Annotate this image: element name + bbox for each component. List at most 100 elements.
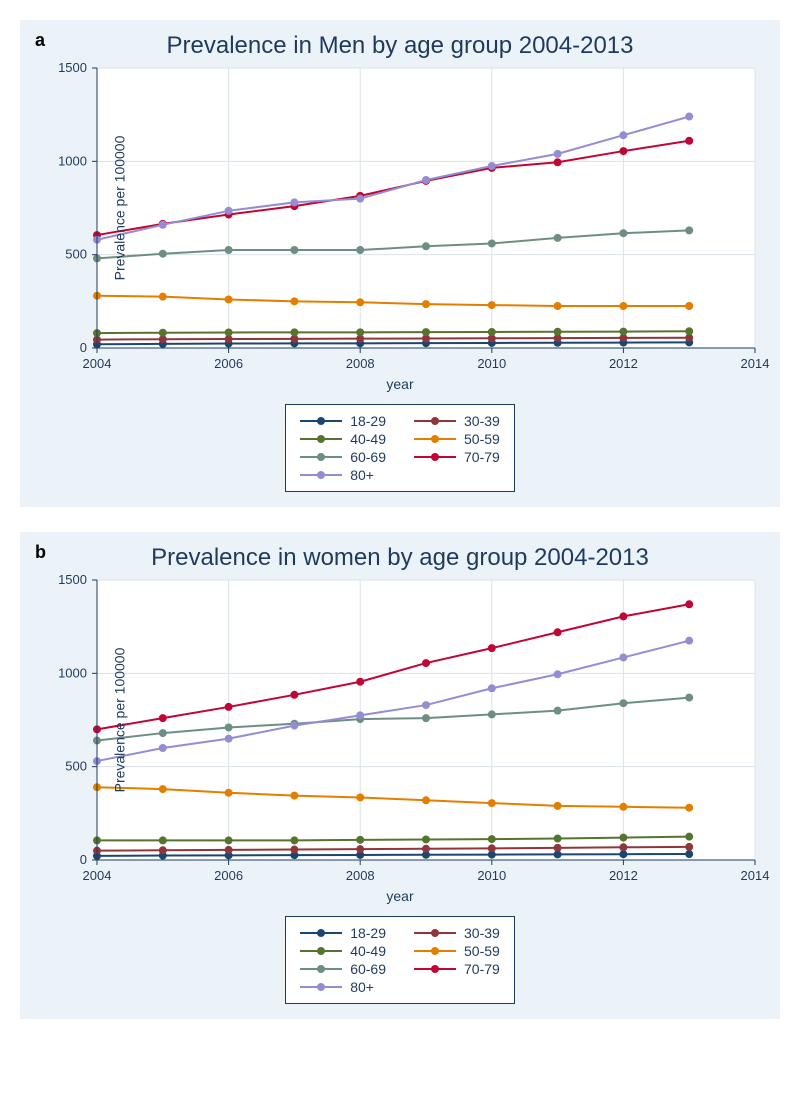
- x-tick-label: 2006: [214, 356, 243, 371]
- chart-title: Prevalence in Men by age group 2004-2013: [35, 32, 765, 60]
- series-marker: [159, 729, 167, 737]
- legend-label: 50-59: [464, 943, 500, 959]
- series-marker: [159, 221, 167, 229]
- y-tick-label: 0: [80, 340, 87, 355]
- x-tick-label: 2008: [346, 356, 375, 371]
- legend-swatch-icon: [300, 980, 342, 994]
- series-marker: [290, 691, 298, 699]
- series-marker: [159, 846, 167, 854]
- x-tick-label: 2014: [741, 356, 770, 371]
- series-marker: [159, 836, 167, 844]
- series-marker: [554, 670, 562, 678]
- legend-label: 60-69: [350, 961, 386, 977]
- series-marker: [225, 735, 233, 743]
- series-marker: [422, 845, 430, 853]
- legend-swatch-icon: [300, 926, 342, 940]
- legend-item-50-59: 50-59: [414, 943, 500, 959]
- series-marker: [488, 710, 496, 718]
- chart-panel-a: aPrevalence in Men by age group 2004-201…: [20, 20, 780, 507]
- series-marker: [685, 804, 693, 812]
- chart-title: Prevalence in women by age group 2004-20…: [35, 544, 765, 572]
- legend-label: 30-39: [464, 413, 500, 429]
- plot-area: Prevalence per 1000002004200620082010201…: [97, 68, 755, 348]
- series-marker: [356, 845, 364, 853]
- panel-label: b: [35, 542, 46, 563]
- series-marker: [422, 701, 430, 709]
- series-marker: [488, 844, 496, 852]
- series-marker: [488, 162, 496, 170]
- legend-item-30-39: 30-39: [414, 925, 500, 941]
- x-axis-label: year: [35, 376, 765, 392]
- legend-label: 40-49: [350, 431, 386, 447]
- legend-item-60-69: 60-69: [300, 449, 386, 465]
- x-tick-label: 2012: [609, 356, 638, 371]
- series-marker: [488, 644, 496, 652]
- series-marker: [619, 147, 627, 155]
- series-marker: [554, 844, 562, 852]
- series-line-40-49: [97, 837, 689, 841]
- series-marker: [290, 846, 298, 854]
- series-marker: [356, 836, 364, 844]
- legend-label: 50-59: [464, 431, 500, 447]
- legend-item-70-79: 70-79: [414, 449, 500, 465]
- series-line-30-39: [97, 847, 689, 851]
- series-marker: [685, 843, 693, 851]
- x-tick-label: 2006: [214, 868, 243, 883]
- series-marker: [685, 137, 693, 145]
- series-marker: [554, 302, 562, 310]
- series-marker: [554, 234, 562, 242]
- x-tick-label: 2008: [346, 868, 375, 883]
- x-tick-label: 2014: [741, 868, 770, 883]
- series-marker: [159, 744, 167, 752]
- series-marker: [290, 246, 298, 254]
- x-tick-label: 2012: [609, 868, 638, 883]
- series-marker: [356, 678, 364, 686]
- series-marker: [225, 207, 233, 215]
- series-line-50-59: [97, 296, 689, 306]
- legend: 18-2930-3940-4950-5960-6970-7980+: [285, 916, 515, 1004]
- legend-swatch-icon: [414, 926, 456, 940]
- series-marker: [225, 329, 233, 337]
- series-marker: [225, 246, 233, 254]
- series-marker: [225, 836, 233, 844]
- x-tick-label: 2004: [83, 356, 112, 371]
- series-marker: [225, 846, 233, 854]
- legend: 18-2930-3940-4950-5960-6970-7980+: [285, 404, 515, 492]
- legend-label: 80+: [350, 979, 374, 995]
- series-marker: [422, 714, 430, 722]
- legend-swatch-icon: [300, 414, 342, 428]
- series-marker: [356, 711, 364, 719]
- legend-item-18-29: 18-29: [300, 925, 386, 941]
- series-marker: [554, 628, 562, 636]
- series-marker: [422, 300, 430, 308]
- series-marker: [619, 803, 627, 811]
- legend-swatch-icon: [300, 944, 342, 958]
- y-tick-label: 0: [80, 852, 87, 867]
- y-tick-label: 500: [65, 759, 87, 774]
- y-tick-label: 1500: [58, 572, 87, 587]
- legend-label: 70-79: [464, 449, 500, 465]
- series-line-30-39: [97, 338, 689, 340]
- series-marker: [488, 301, 496, 309]
- series-marker: [554, 158, 562, 166]
- series-marker: [685, 302, 693, 310]
- series-marker: [225, 295, 233, 303]
- y-axis-label: Prevalence per 100000: [111, 136, 127, 281]
- legend-item-50-59: 50-59: [414, 431, 500, 447]
- series-marker: [619, 653, 627, 661]
- series-marker: [619, 850, 627, 858]
- series-marker: [356, 246, 364, 254]
- series-marker: [554, 707, 562, 715]
- series-marker: [356, 195, 364, 203]
- series-marker: [488, 835, 496, 843]
- series-marker: [422, 176, 430, 184]
- series-line-60-69: [97, 698, 689, 741]
- series-line-18-29: [97, 342, 689, 344]
- series-line-40-49: [97, 331, 689, 333]
- legend-swatch-icon: [300, 450, 342, 464]
- series-marker: [685, 600, 693, 608]
- series-marker: [290, 328, 298, 336]
- legend-swatch-icon: [300, 432, 342, 446]
- legend-swatch-icon: [300, 962, 342, 976]
- legend-swatch-icon: [414, 962, 456, 976]
